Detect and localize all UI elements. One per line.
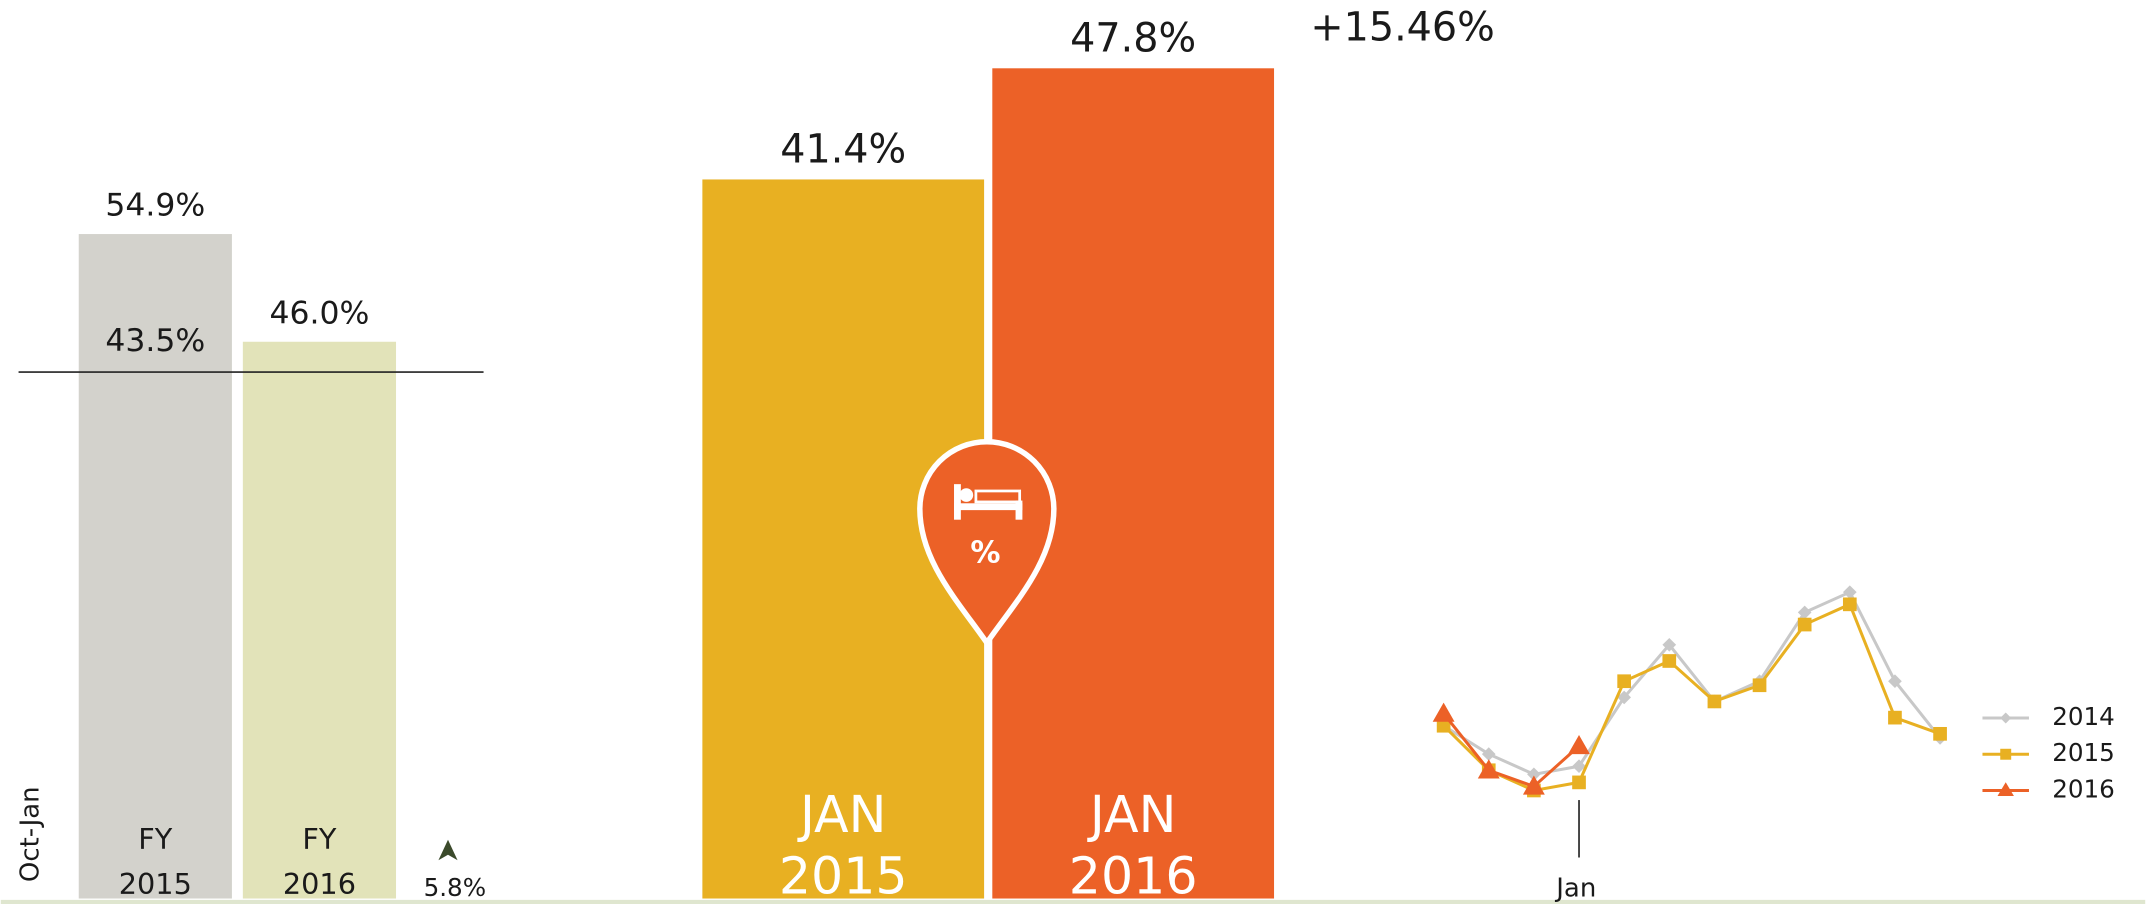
change-label: 5.8%: [424, 873, 487, 902]
legend-marker: [2000, 748, 2012, 760]
point: [1617, 674, 1631, 689]
legend-label: 2016: [2052, 774, 2115, 803]
point: [1888, 674, 1902, 689]
point: [1617, 690, 1631, 705]
point: [1662, 654, 1677, 668]
point: [1797, 605, 1812, 620]
point: [1572, 759, 1586, 774]
point: [1432, 702, 1455, 722]
point: [1568, 735, 1590, 755]
bed-frame: [954, 484, 961, 520]
marks: 54.9% FY 2015 46.0% FY 2016 43.5% 41.4% JAN 2015 4…: [18, 15, 2115, 904]
point: [1481, 747, 1496, 761]
series-line: [1442, 590, 1942, 776]
bed-frame: [1015, 500, 1023, 520]
value-label: 46.0%: [270, 295, 370, 331]
point: [1522, 775, 1545, 795]
x-tick-label: Jan: [1554, 873, 1596, 903]
legend-label: 2014: [2052, 702, 2115, 731]
bed-pillow: [959, 488, 974, 502]
category-label: FY 2016: [283, 822, 356, 901]
bed-frame: [954, 503, 1023, 511]
point: [1477, 759, 1500, 779]
value-label: 54.9%: [105, 188, 205, 224]
point: [1662, 637, 1677, 652]
reference-label: 43.5%: [105, 323, 205, 359]
bar: [242, 341, 397, 899]
category-label: JAN 2016: [1069, 784, 1198, 904]
category-label: JAN 2015: [779, 784, 908, 904]
value-label: 47.8%: [1070, 15, 1196, 61]
point: [1842, 597, 1857, 612]
value-label: 41.4%: [780, 127, 906, 173]
pin-icon: %: [917, 439, 1057, 648]
bar: [78, 234, 232, 899]
point: [1707, 694, 1722, 709]
point: [1797, 617, 1812, 632]
series-line: [1442, 602, 1941, 793]
bed-blanket: [974, 489, 1022, 504]
point: [1842, 585, 1857, 600]
point: [1572, 775, 1586, 790]
up-arrow: [438, 839, 458, 861]
legend-label: 2015: [2052, 738, 2115, 767]
category-label: FY 2015: [119, 822, 192, 901]
change-label: +15.46%: [1310, 5, 1494, 51]
legend-marker: [1997, 782, 2014, 796]
point: [1752, 678, 1767, 693]
period-label: Oct-Jan: [15, 786, 45, 882]
point: [1436, 718, 1451, 733]
point: [1888, 710, 1902, 725]
series-line: [1442, 712, 1581, 789]
point: [1527, 767, 1541, 782]
point: [1933, 726, 1947, 741]
legend-marker: [2000, 712, 2012, 724]
icon-label: %: [970, 535, 1000, 570]
